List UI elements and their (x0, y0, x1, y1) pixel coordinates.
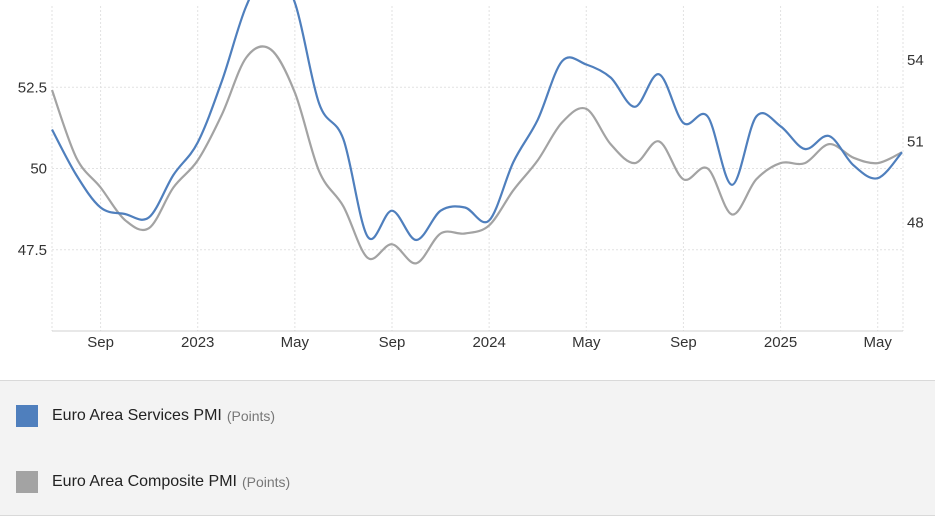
legend-swatch-services (16, 405, 38, 427)
chart-area: Sep 2023 May Sep 2024 May Sep 2025 May 47.5 50 52.5… (18, 0, 924, 351)
legend-unit-services: (Points) (226, 408, 276, 424)
y-right-tick-label: 48 (907, 215, 924, 232)
x-tick-label: Sep (670, 334, 697, 351)
x-tick-label: 2025 (764, 334, 797, 351)
line-chart: Sep 2023 May Sep 2024 May Sep 2025 May 47.5 50 52.5… (18, 0, 924, 351)
x-tick-label: Sep (379, 334, 406, 351)
x-tick-label: May (281, 334, 310, 351)
x-tick-label: Sep (87, 334, 114, 351)
x-tick-label: 2024 (472, 334, 505, 351)
x-tick-label: May (572, 334, 601, 351)
y-right-tick-label: 54 (907, 52, 924, 69)
legend-item-services[interactable]: Euro Area Services PMI (Points) (16, 404, 275, 428)
y-left-tick-label: 47.5 (18, 242, 47, 259)
legend-item-composite[interactable]: Euro Area Composite PMI (Points) (16, 470, 290, 494)
legend-label-composite: Euro Area Composite PMI (52, 473, 237, 490)
legend-swatch-composite (16, 471, 38, 493)
y-left-tick-label: 50 (30, 161, 47, 178)
y-left-tick-label: 52.5 (18, 79, 47, 96)
legend: Euro Area Services PMI (Points) Euro Are… (0, 380, 935, 516)
legend-label-services: Euro Area Services PMI (52, 407, 222, 424)
x-tick-label: May (864, 334, 893, 351)
y-right-tick-label: 51 (907, 133, 924, 150)
series-line-services (51, 0, 903, 242)
series-line-composite (50, 45, 903, 265)
legend-unit-composite: (Points) (241, 474, 291, 490)
x-tick-label: 2023 (181, 334, 214, 351)
